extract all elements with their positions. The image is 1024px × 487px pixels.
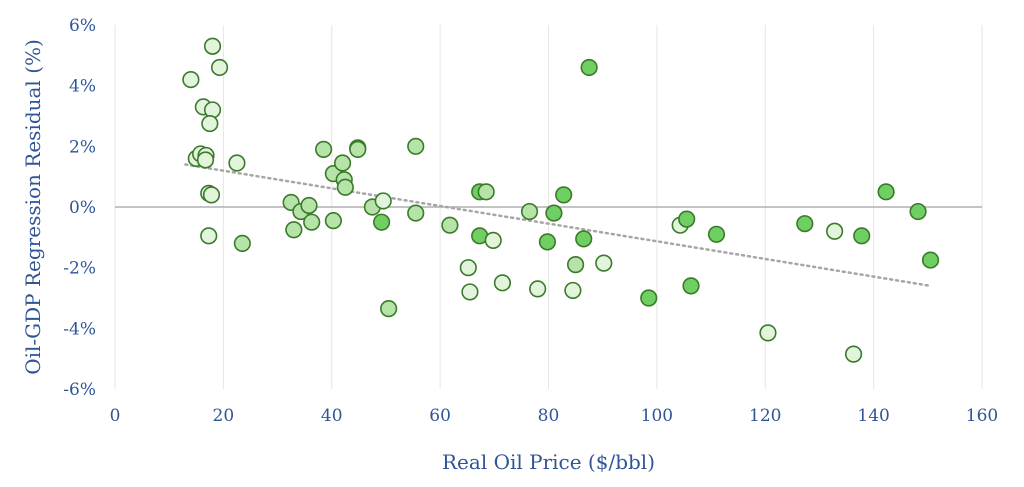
- data-point: [315, 140, 333, 158]
- data-point: [921, 251, 940, 269]
- y-axis-title: Oil-GDP Regression Residual (%): [21, 39, 45, 375]
- data-points: [182, 37, 940, 363]
- data-point: [201, 114, 219, 133]
- data-point: [210, 58, 229, 77]
- x-tick-label: 20: [213, 406, 235, 426]
- data-point: [545, 204, 563, 222]
- data-point: [844, 345, 863, 363]
- x-tick-label: 0: [110, 406, 121, 426]
- data-point: [203, 101, 222, 119]
- data-point: [555, 186, 573, 204]
- data-point: [324, 212, 342, 230]
- trendline: [184, 163, 932, 288]
- y-tick-label: -6%: [63, 380, 96, 400]
- data-point: [877, 183, 895, 201]
- x-axis-title: Real Oil Price ($/bbl): [442, 450, 655, 474]
- data-point: [300, 196, 318, 215]
- x-tick-label: 60: [429, 406, 451, 426]
- data-point: [529, 280, 547, 298]
- data-point: [459, 259, 477, 277]
- data-point: [407, 204, 425, 222]
- y-tick-label: 4%: [69, 77, 96, 97]
- data-point: [333, 154, 352, 172]
- x-tick-label: 40: [321, 406, 343, 426]
- data-point: [336, 178, 354, 196]
- x-tick-label: 160: [966, 406, 998, 426]
- data-point: [349, 140, 367, 158]
- y-tick-label: 6%: [69, 16, 96, 36]
- data-point: [202, 186, 221, 204]
- data-point: [373, 213, 391, 231]
- data-point: [380, 300, 398, 318]
- x-axis-ticks: 0 20 40 60 80 100 120 140 160: [110, 406, 999, 426]
- data-point: [575, 230, 593, 248]
- data-point: [580, 58, 598, 77]
- data-point: [538, 233, 557, 251]
- y-tick-label: 2%: [69, 137, 96, 157]
- x-tick-label: 100: [641, 406, 673, 426]
- data-point: [826, 222, 844, 240]
- data-point: [182, 70, 200, 89]
- data-point: [374, 192, 392, 210]
- data-point: [477, 183, 495, 201]
- x-tick-label: 120: [749, 406, 781, 426]
- data-point: [909, 202, 927, 221]
- y-axis-ticks: 6% 4% 2% 0% -2% -4% -6%: [63, 16, 96, 400]
- x-tick-label: 140: [857, 406, 889, 426]
- data-point: [682, 277, 700, 295]
- data-point: [595, 254, 613, 272]
- data-point: [228, 154, 246, 172]
- data-point: [407, 137, 425, 155]
- data-point: [678, 210, 696, 228]
- data-point: [796, 215, 814, 233]
- data-point: [196, 151, 215, 169]
- data-point: [203, 37, 222, 55]
- data-point: [285, 221, 303, 239]
- y-tick-label: -2%: [63, 259, 96, 279]
- data-point: [200, 227, 218, 245]
- data-point: [566, 256, 585, 274]
- data-point: [520, 202, 539, 221]
- data-point: [853, 227, 871, 245]
- data-point: [484, 231, 502, 249]
- data-point: [707, 225, 726, 243]
- y-tick-label: -4%: [63, 319, 96, 339]
- data-point: [461, 283, 479, 301]
- y-tick-label: 0%: [69, 198, 96, 218]
- data-point: [564, 281, 582, 300]
- data-point: [303, 213, 321, 231]
- data-point: [640, 289, 658, 307]
- data-point: [441, 216, 459, 234]
- data-point: [233, 234, 251, 252]
- data-point: [493, 274, 512, 292]
- data-point: [759, 324, 777, 342]
- x-tick-label: 80: [538, 406, 560, 426]
